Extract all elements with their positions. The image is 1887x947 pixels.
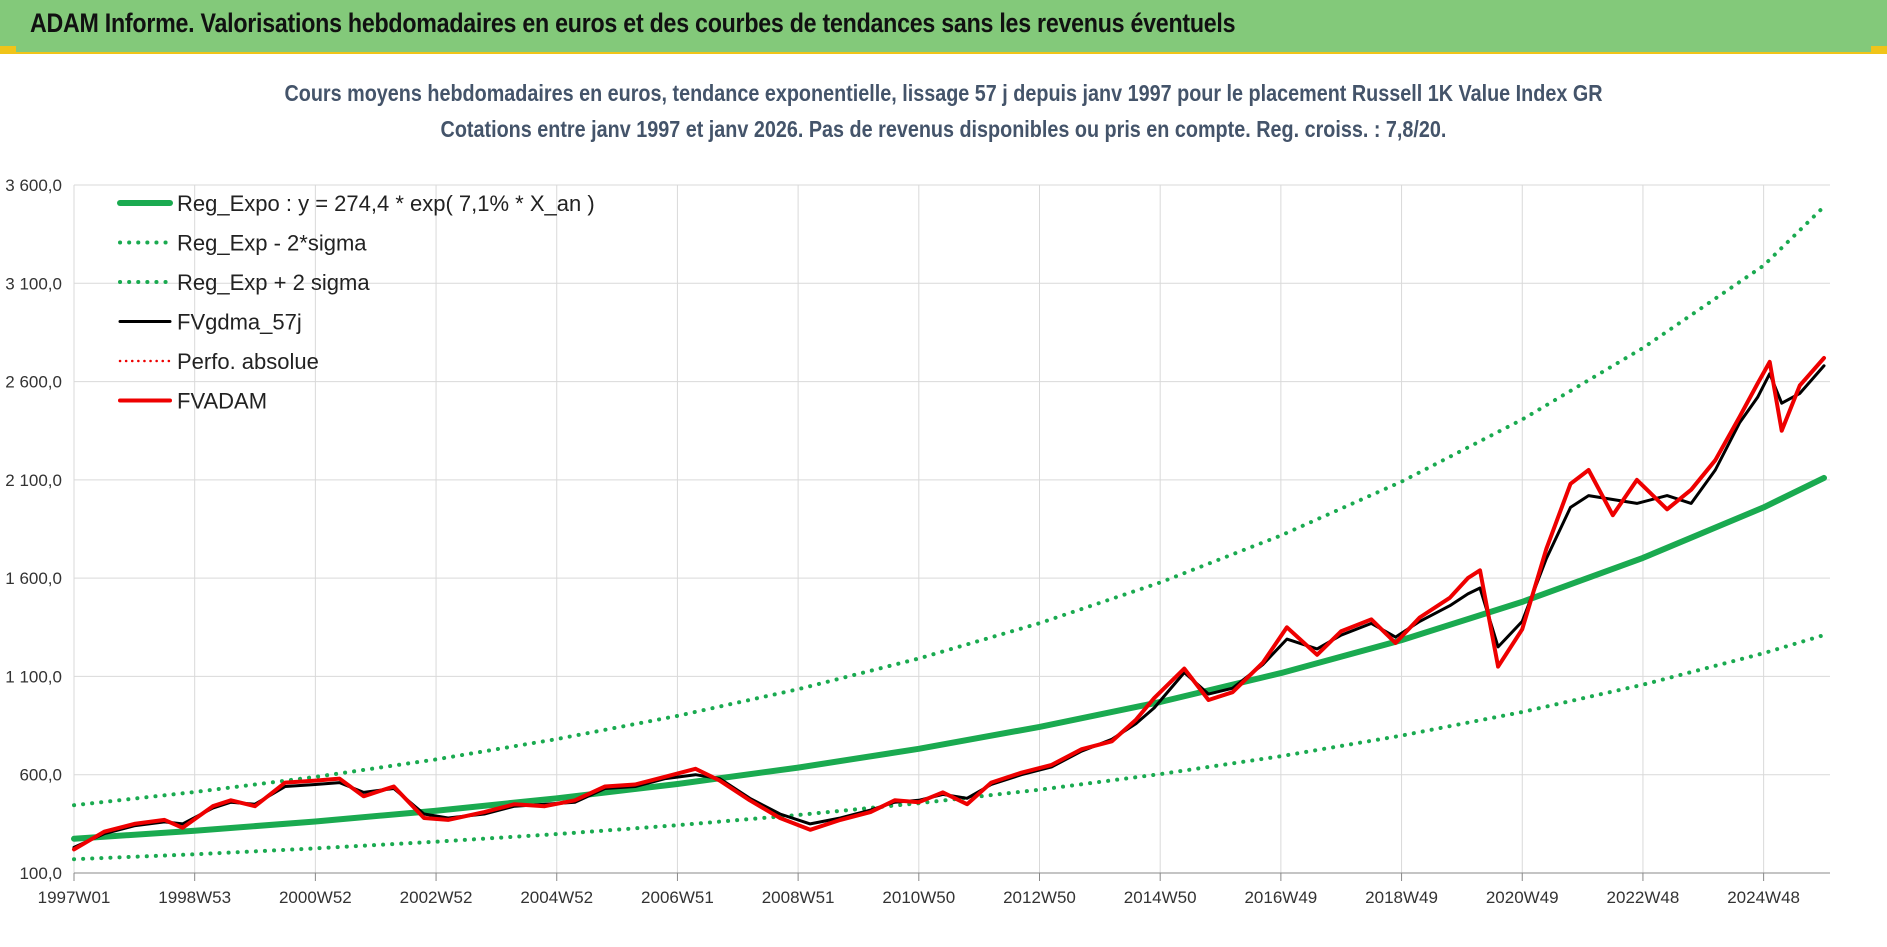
legend-label: Perfo. absolue (177, 349, 319, 374)
x-tick-label: 2006W51 (641, 888, 714, 907)
reg-expo-line (71, 474, 1827, 842)
chart-subtitle: Cotations entre janv 1997 et janv 2026. … (440, 116, 1447, 142)
x-tick-label: 2016W49 (1244, 888, 1317, 907)
y-tick-label: 1 600,0 (5, 569, 62, 588)
x-tick-label: 2008W51 (762, 888, 835, 907)
header-bar: ADAM Informe. Valorisations hebdomadaire… (0, 0, 1887, 54)
x-tick-label: 2022W48 (1607, 888, 1680, 907)
legend-label: Reg_Exp - 2*sigma (177, 231, 367, 256)
corner-marker (1871, 46, 1887, 52)
x-tick-label: 1997W01 (38, 888, 111, 907)
y-tick-label: 1 100,0 (5, 667, 62, 686)
legend-label: Reg_Exp + 2 sigma (177, 270, 370, 295)
reg-exp-minus-2sigma-line (72, 633, 1826, 862)
x-tick-label: 2018W49 (1365, 888, 1438, 907)
corner-marker (0, 46, 16, 52)
y-tick-label: 3 100,0 (5, 274, 62, 293)
x-tick-label: 2000W52 (279, 888, 352, 907)
x-tick-label: 2002W52 (400, 888, 473, 907)
x-tick-label: 2024W48 (1727, 888, 1800, 907)
chart-title: Cours moyens hebdomadaires en euros, ten… (284, 80, 1603, 106)
x-tick-label: 1998W53 (158, 888, 231, 907)
y-tick-label: 3 600,0 (5, 176, 62, 195)
series-layer (71, 204, 1827, 862)
y-tick-label: 100,0 (19, 864, 62, 883)
y-tick-label: 2 600,0 (5, 373, 62, 392)
axis-layer: 100,0 600,0 1 100,0 1 600,0 2 100,0 2 600,0 3 … (5, 176, 1830, 907)
y-tick-label: 2 100,0 (5, 471, 62, 490)
legend: Reg_Expo : y = 274,4 * exp( 7,1% * X_an … (117, 191, 595, 414)
x-tick-label: 2014W50 (1124, 888, 1197, 907)
x-tick-label: 2010W50 (882, 888, 955, 907)
fvadam-line (72, 356, 1826, 852)
legend-label: FVgdma_57j (177, 310, 302, 335)
legend-label: Reg_Expo : y = 274,4 * exp( 7,1% * X_an … (177, 191, 595, 216)
page-title: ADAM Informe. Valorisations hebdomadaire… (30, 8, 1236, 38)
x-tick-label: 2020W49 (1486, 888, 1559, 907)
y-tick-label: 600,0 (19, 766, 62, 785)
x-tick-label: 2004W52 (520, 888, 593, 907)
legend-label: FVADAM (177, 389, 267, 414)
x-tick-label: 2012W50 (1003, 888, 1076, 907)
